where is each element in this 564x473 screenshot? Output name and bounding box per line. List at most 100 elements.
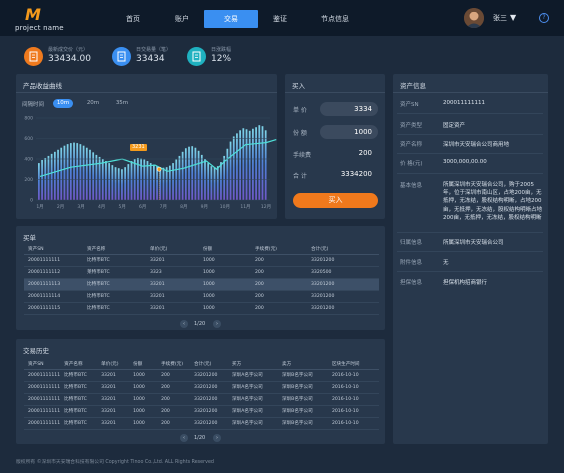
chart-bar <box>66 144 69 200</box>
chart-bar <box>73 142 75 200</box>
chart-bar <box>127 164 130 200</box>
table-cell: 33201 <box>146 290 199 303</box>
chart-bar <box>229 141 232 200</box>
table-row[interactable]: 20001111111 比特币BTC 33201 1000 200 33201200 深圳A… <box>24 381 379 394</box>
table-row[interactable]: 20001111114 比特币BTC 33201 1000 200 33201200 <box>24 290 379 303</box>
table-cell: 深圳A名字公司 <box>228 405 278 418</box>
amount-label: 份 额 <box>293 130 307 137</box>
price-input[interactable]: 3334 <box>320 102 378 116</box>
x-tick-label: 2月 <box>57 204 64 210</box>
table-row-selected[interactable]: 20001111113 比特币BTC 33201 1000 200 33201200 <box>24 278 379 291</box>
table-cell: 深圳A名字公司 <box>228 417 278 430</box>
table-cell: 1000 <box>199 254 251 267</box>
chart-bar <box>194 147 197 200</box>
table-header-row: 资产SN 资产名称 单价(元) 份额 手续费(元) 合计(元) <box>24 244 379 255</box>
asset-value: 担保机构招商银行 <box>443 280 488 286</box>
x-tick-label: 9月 <box>201 204 208 210</box>
chart-title: 产品收益曲线 <box>23 82 62 90</box>
divider <box>397 113 543 114</box>
column-header: 单价(元) <box>146 244 199 255</box>
logo[interactable]: M project name <box>13 5 93 34</box>
interval-35m[interactable]: 35m <box>115 100 129 106</box>
table-row[interactable]: 20001111111 比特币BTC 33201 1000 200 33201200 <box>24 254 379 267</box>
table-cell: 2016-10-10 <box>327 405 379 418</box>
avatar[interactable] <box>464 8 484 28</box>
chart-bar <box>258 125 261 200</box>
table-cell: 3320500 <box>307 266 379 279</box>
table-cell: 1000 <box>129 417 158 430</box>
table-row[interactable]: 20001111112 莱特币BTC 3323 1000 200 3320500 <box>24 266 379 279</box>
table-cell: 深圳B名字公司 <box>277 369 328 382</box>
chart-bar <box>252 128 254 200</box>
table-cell: 33201200 <box>307 290 379 303</box>
table-row[interactable]: 20001111111 比特币BTC 33201 1000 200 33201200 深圳A… <box>24 393 379 406</box>
buy-button[interactable]: 买入 <box>293 193 378 208</box>
asset-key: 资产名称 <box>400 142 423 148</box>
page-indicator: 1/20 <box>194 321 206 327</box>
asset-key: 资产类型 <box>400 123 423 129</box>
asset-key: 附件信息 <box>400 260 423 266</box>
chart-bar <box>105 161 107 200</box>
y-tick-label: 200 <box>24 177 33 183</box>
nav-trade[interactable]: 交易 <box>204 10 258 28</box>
x-tick-label: 11月 <box>240 204 250 210</box>
table-cell: 莱特币BTC <box>83 266 146 279</box>
chart-bar <box>130 161 133 200</box>
table-cell: 33201200 <box>190 417 229 430</box>
table-cell: 1000 <box>129 369 158 382</box>
table-cell: 比特币BTC <box>60 405 98 418</box>
nav-home[interactable]: 首页 <box>126 15 140 23</box>
total-row: 合 计 3334200 <box>291 168 378 182</box>
nav-account[interactable]: 账户 <box>175 15 189 23</box>
asset-value: 3000,000,00.00 <box>443 159 487 165</box>
chart-bar <box>213 167 216 200</box>
user-name[interactable]: 张三 <box>493 14 507 22</box>
table-row[interactable]: 20001111111 比特币BTC 33201 1000 200 33201200 深圳A… <box>24 417 379 430</box>
chart-bar <box>38 163 40 200</box>
table-row[interactable]: 20001111111 比特币BTC 33201 1000 200 33201200 深圳A… <box>24 369 379 382</box>
table-cell: 20001111111 <box>24 405 61 418</box>
column-header: 资产名称 <box>60 359 98 370</box>
chevron-down-icon[interactable]: ▼ <box>510 13 517 22</box>
table-cell: 2016-10-10 <box>327 393 379 406</box>
table-row[interactable]: 20001111111 比特币BTC 33201 1000 200 33201200 深圳A… <box>24 405 379 418</box>
table-cell: 20001111115 <box>24 302 83 315</box>
interval-20m[interactable]: 20m <box>86 100 100 106</box>
prev-page-button[interactable]: ‹ <box>180 434 188 442</box>
chart-bar <box>153 164 155 200</box>
nav-verify[interactable]: 鉴证 <box>273 15 287 23</box>
chart-bar <box>165 167 168 200</box>
prev-page-button[interactable]: ‹ <box>180 320 188 328</box>
history-pager: ‹ 1/20 › <box>180 434 221 442</box>
help-icon[interactable]: ? <box>539 13 549 23</box>
interval-label: 间隔时间 <box>22 102 45 108</box>
nav-node-info[interactable]: 节点信息 <box>321 15 349 23</box>
table-cell: 200 <box>157 393 191 406</box>
y-tick-label: 600 <box>24 136 33 142</box>
chart-bar <box>60 147 63 200</box>
table-cell: 33201 <box>97 381 130 394</box>
chart-bar <box>264 130 267 200</box>
table-cell: 比特币BTC <box>60 381 98 394</box>
table-cell: 200 <box>251 254 307 267</box>
column-header: 资产SN <box>24 244 83 255</box>
chart-bar <box>140 158 142 200</box>
chart-bar <box>181 151 184 200</box>
table-cell: 33201200 <box>190 405 229 418</box>
interval-10m[interactable]: 10m <box>53 99 73 108</box>
fee-row: 手续费 200 <box>291 147 378 161</box>
table-cell: 33201 <box>146 278 199 291</box>
table-cell: 1000 <box>199 290 251 303</box>
divider <box>397 271 543 272</box>
stat-value: 33434.00 <box>48 54 91 64</box>
orders-pager: ‹ 1/20 › <box>180 320 221 328</box>
table-row[interactable]: 20001111115 比特币BTC 33201 1000 200 33201200 <box>24 302 379 315</box>
chart-bar <box>143 159 146 200</box>
next-page-button[interactable]: › <box>213 434 221 442</box>
chart-bar <box>172 163 174 200</box>
table-cell: 20001111111 <box>24 417 61 430</box>
amount-input[interactable]: 1000 <box>320 125 378 139</box>
table-cell: 1000 <box>129 393 158 406</box>
next-page-button[interactable]: › <box>213 320 221 328</box>
chart-bar <box>261 126 264 200</box>
